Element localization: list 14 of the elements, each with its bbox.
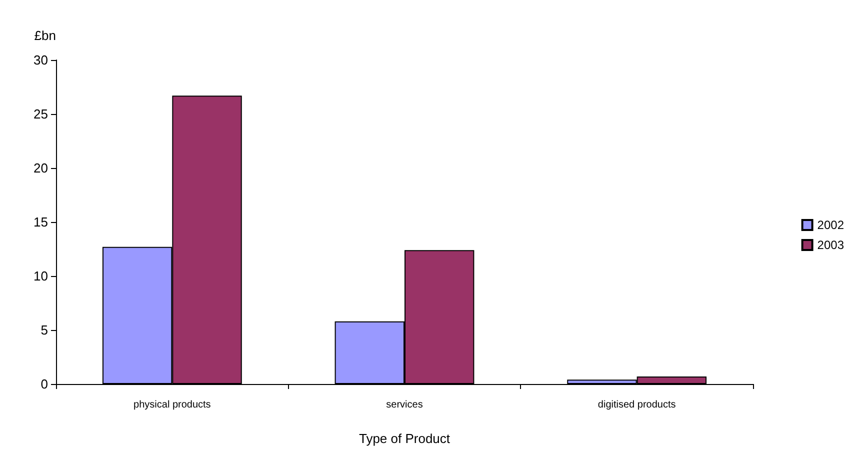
x-tick-label: services	[386, 400, 423, 410]
y-axis-title: £bn	[34, 28, 56, 43]
y-tick-label: 25	[34, 106, 48, 122]
y-tick-label: 10	[34, 268, 48, 284]
y-tick-label: 30	[34, 52, 48, 68]
x-axis-title: Type of Product	[358, 431, 450, 446]
y-tick-label: 5	[40, 322, 48, 338]
y-tick-label: 20	[34, 160, 48, 176]
y-tick-label: 0	[40, 376, 48, 392]
x-tick-label: physical products	[134, 400, 211, 410]
x-tick-label: digitised products	[598, 400, 676, 410]
legend-label: 2003	[817, 238, 844, 252]
legend-label: 2002	[817, 218, 844, 232]
y-tick-label: 15	[34, 214, 48, 230]
